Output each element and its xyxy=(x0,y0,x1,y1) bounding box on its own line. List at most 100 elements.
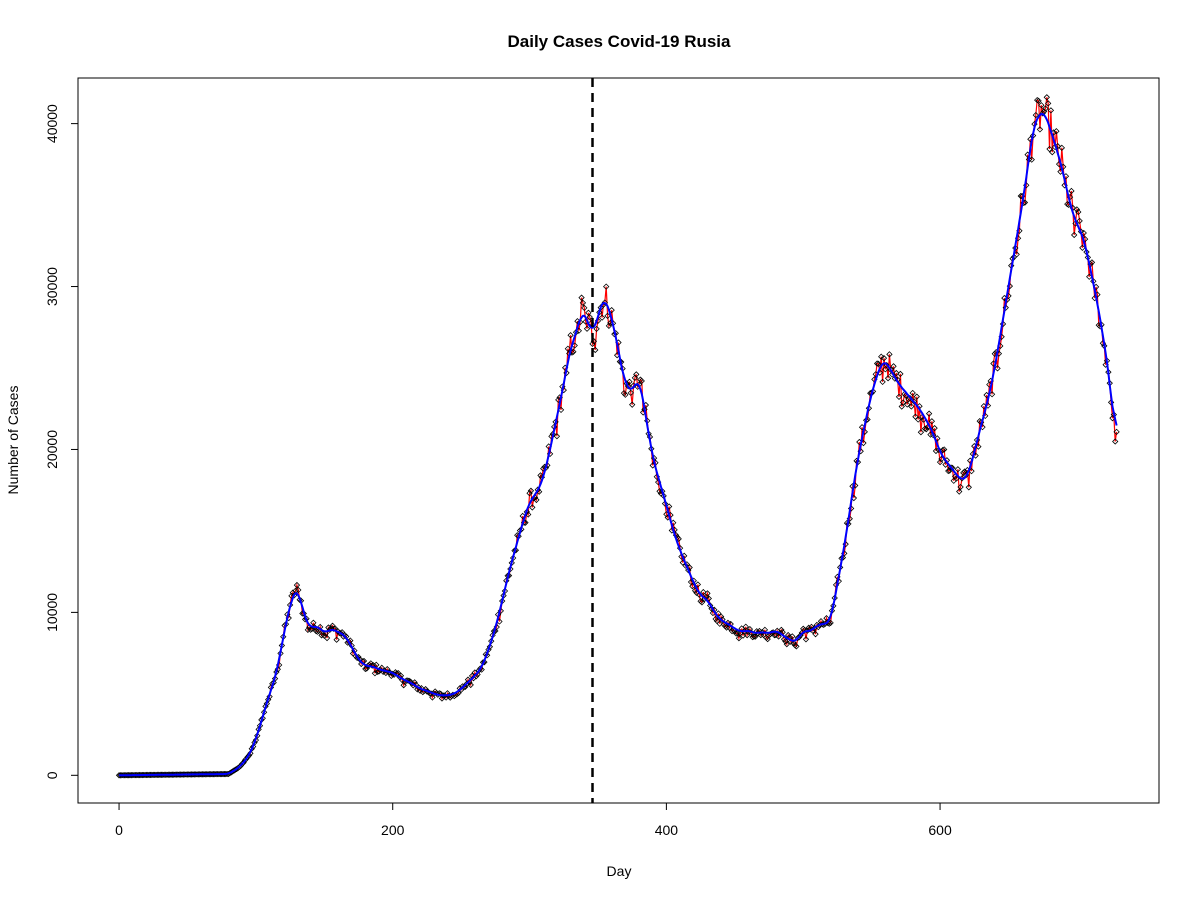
data-point xyxy=(1036,126,1044,133)
data-point xyxy=(388,672,395,680)
data-point xyxy=(300,610,307,617)
data-point xyxy=(529,504,536,511)
data-point xyxy=(1047,107,1055,114)
data-point xyxy=(954,466,962,473)
data-point xyxy=(883,361,890,369)
data-point xyxy=(935,446,942,454)
data-point xyxy=(957,483,964,491)
data-point xyxy=(244,753,251,761)
data-point xyxy=(878,353,885,360)
data-point xyxy=(893,369,900,377)
data-point xyxy=(245,752,253,759)
data-point xyxy=(598,314,606,321)
data-point xyxy=(1075,208,1082,216)
data-point xyxy=(1002,304,1009,311)
data-point xyxy=(899,399,907,406)
data-point xyxy=(1070,231,1078,239)
data-point xyxy=(1051,143,1059,151)
data-point xyxy=(742,623,749,630)
data-point xyxy=(839,554,847,561)
data-point xyxy=(1058,144,1066,152)
data-point xyxy=(845,520,852,528)
data-point xyxy=(735,635,743,642)
data-point xyxy=(698,599,706,606)
data-point xyxy=(704,590,711,597)
data-point xyxy=(581,304,588,312)
data-point xyxy=(1042,105,1049,112)
data-point xyxy=(633,371,640,378)
data-point xyxy=(909,389,916,397)
data-point xyxy=(323,634,331,642)
data-point xyxy=(898,403,905,410)
data-point xyxy=(483,652,491,659)
data-point xyxy=(1068,187,1075,195)
data-point xyxy=(254,732,261,739)
data-point xyxy=(578,294,585,301)
y-tick-label: 10000 xyxy=(44,593,60,632)
data-point xyxy=(737,630,744,637)
data-point xyxy=(705,595,712,602)
data-point xyxy=(251,739,258,746)
data-point xyxy=(577,318,584,326)
data-point xyxy=(362,665,369,673)
data-point xyxy=(772,631,780,639)
data-point xyxy=(793,643,800,650)
y-tick-label: 20000 xyxy=(44,430,60,469)
data-point xyxy=(915,416,922,423)
y-tick-label: 40000 xyxy=(44,104,60,143)
data-point xyxy=(518,526,525,533)
data-point xyxy=(333,636,340,643)
data-point xyxy=(310,619,317,626)
data-point xyxy=(999,320,1007,328)
data-point xyxy=(906,394,914,402)
data-point xyxy=(626,378,633,385)
data-point xyxy=(1034,96,1041,104)
data-point xyxy=(700,588,707,596)
data-point xyxy=(429,694,436,701)
data-point xyxy=(1049,149,1056,156)
data-point xyxy=(882,366,889,373)
data-point xyxy=(994,365,1001,372)
data-point xyxy=(249,743,257,750)
data-point xyxy=(527,487,535,494)
data-point xyxy=(802,636,810,643)
data-point xyxy=(923,426,930,433)
data-point xyxy=(271,675,279,682)
data-point xyxy=(917,429,925,436)
data-point xyxy=(1076,217,1083,225)
data-point xyxy=(789,633,796,640)
data-point xyxy=(913,393,920,400)
data-point xyxy=(945,467,952,475)
data-point xyxy=(248,745,255,752)
data-point xyxy=(507,565,514,573)
data-point xyxy=(707,602,714,609)
data-point xyxy=(750,633,758,640)
data-point xyxy=(752,633,759,640)
data-point xyxy=(753,628,760,635)
data-point xyxy=(904,401,911,408)
data-point xyxy=(921,425,929,432)
data-point xyxy=(930,431,937,439)
data-point xyxy=(865,405,873,412)
data-point xyxy=(988,391,996,398)
data-point xyxy=(616,358,624,365)
data-point xyxy=(563,369,570,377)
data-point xyxy=(460,684,468,691)
data-point xyxy=(895,393,903,401)
data-point xyxy=(783,641,790,648)
data-point xyxy=(322,630,329,637)
data-point xyxy=(523,508,530,516)
data-point xyxy=(308,625,316,633)
data-point xyxy=(880,355,888,362)
y-axis-label: Number of Cases xyxy=(5,386,21,495)
data-point xyxy=(728,627,736,635)
data-point xyxy=(1079,244,1086,251)
data-point xyxy=(312,627,320,635)
data-point xyxy=(442,694,450,701)
data-point xyxy=(567,332,574,339)
data-point xyxy=(771,632,778,639)
data-point xyxy=(1113,428,1120,436)
data-point xyxy=(259,715,266,722)
data-point xyxy=(247,750,254,757)
